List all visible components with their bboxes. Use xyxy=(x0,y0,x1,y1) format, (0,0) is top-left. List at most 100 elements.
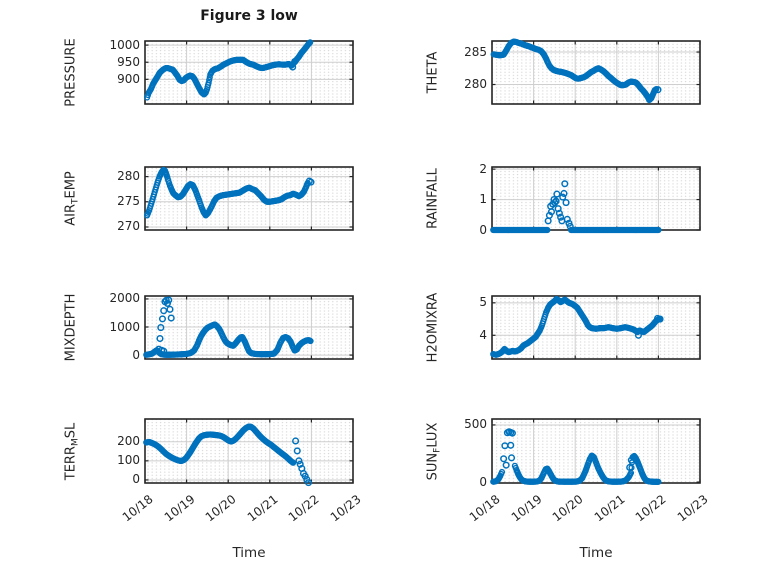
y-axis-label-part: H2OMIXRA xyxy=(425,292,441,363)
data-point xyxy=(566,222,574,230)
y-tick-label-air_temp: 275 xyxy=(117,194,140,209)
data-point xyxy=(553,190,561,198)
y-tick-label-air_temp: 280 xyxy=(117,169,140,184)
y-tick-label-mixdepth: 0 xyxy=(132,347,140,362)
data-point xyxy=(654,86,662,94)
y-tick-label-mixdepth: 1000 xyxy=(109,319,140,334)
y-tick-label-air_temp: 270 xyxy=(117,219,140,234)
data-point xyxy=(158,315,167,323)
data-point xyxy=(563,215,571,223)
data-point xyxy=(627,456,635,464)
data-point xyxy=(163,299,172,307)
y-tick-label-rainfall: 2 xyxy=(479,161,487,176)
data-point xyxy=(295,457,303,465)
y-axis-label-part: M xyxy=(70,437,81,446)
axes-box-theta xyxy=(491,40,701,105)
y-axis-label-rainfall: RAINFALL xyxy=(426,124,443,274)
y-axis-label-part: LUX xyxy=(425,422,441,448)
axes-box-h2omixra xyxy=(491,295,701,360)
data-point xyxy=(502,461,510,469)
data-point xyxy=(552,197,560,205)
y-tick-label-h2omixra: 5 xyxy=(479,295,487,310)
data-point xyxy=(160,307,168,315)
data-point xyxy=(292,437,300,445)
y-axis-label-part: AIR xyxy=(63,204,79,226)
y-tick-label-mixdepth: 2000 xyxy=(109,291,140,306)
data-point xyxy=(165,296,173,304)
y-tick-label-pressure: 950 xyxy=(117,54,140,69)
data-point xyxy=(656,315,664,323)
y-axis-label-sun_flux: SUNFLUX xyxy=(426,376,443,526)
data-point xyxy=(157,324,165,332)
y-tick-label-sun_flux: 0 xyxy=(479,474,487,489)
y-tick-label-pressure: 900 xyxy=(117,71,140,86)
data-point xyxy=(167,314,175,322)
data-marker xyxy=(307,337,314,345)
data-point xyxy=(160,347,168,355)
data-point xyxy=(156,334,164,343)
data-point xyxy=(557,213,565,221)
data-point xyxy=(561,180,569,188)
data-point xyxy=(626,463,634,472)
y-axis-label-part: MIXDEPTH xyxy=(63,293,79,362)
axes-box-terr_msl xyxy=(144,418,354,484)
y-tick-label-rainfall: 0 xyxy=(479,222,487,237)
y-tick-label-theta: 280 xyxy=(464,77,487,91)
data-marker xyxy=(206,76,213,84)
axes-box-pressure xyxy=(144,40,354,105)
data-point xyxy=(551,199,559,207)
y-axis-label-part: EMP xyxy=(63,171,79,199)
minor-grid-pressure xyxy=(145,41,353,104)
y-axis-label-part: SUN xyxy=(425,452,441,480)
y-axis-label-part: PRESSURE xyxy=(63,38,79,107)
data-marker xyxy=(307,39,314,46)
axes-box-air_temp xyxy=(144,166,354,231)
y-axis-label-part: SL xyxy=(63,422,79,438)
data-marker xyxy=(205,79,212,86)
data-point xyxy=(508,454,516,462)
data-point xyxy=(507,441,515,449)
data-marker xyxy=(544,226,551,234)
figure-title: Figure 3 low xyxy=(200,8,298,24)
y-tick-label-theta: 285 xyxy=(464,44,487,59)
y-tick-label-terr_msl: 200 xyxy=(117,434,140,449)
data-point xyxy=(560,189,568,198)
y-axis-label-part: F xyxy=(432,447,443,453)
y-axis-label-part: T xyxy=(70,198,81,205)
data-point xyxy=(562,199,570,207)
data-point xyxy=(634,331,642,339)
data-point xyxy=(301,472,309,480)
data-point xyxy=(559,193,567,201)
data-marker xyxy=(498,468,506,476)
data-point xyxy=(555,209,563,217)
data-point xyxy=(166,305,174,313)
data-point xyxy=(291,57,299,66)
data-point xyxy=(500,455,508,463)
minor-grid-rainfall xyxy=(492,167,700,230)
y-axis-label-air_temp: AIRTEMP xyxy=(64,124,81,274)
data-point xyxy=(547,208,556,216)
y-axis-label-part: THETA xyxy=(425,51,441,94)
data-point xyxy=(307,178,315,186)
y-tick-label-terr_msl: 100 xyxy=(117,453,140,468)
data-point xyxy=(304,479,313,487)
y-tick-label-h2omixra: 4 xyxy=(479,327,487,342)
y-axis-label-part: RAINFALL xyxy=(425,168,441,229)
y-tick-label-terr_msl: 0 xyxy=(132,472,140,487)
y-axis-label-part: TERR xyxy=(63,445,79,480)
x-axis-label-left: Time xyxy=(232,545,266,561)
data-point xyxy=(508,429,516,437)
minor-grid-sun_flux xyxy=(492,419,700,483)
y-tick-label-pressure: 1000 xyxy=(109,37,140,52)
y-tick-label-sun_flux: 500 xyxy=(464,417,487,432)
data-marker xyxy=(289,459,297,466)
x-axis-label-right: Time xyxy=(579,545,613,561)
data-point xyxy=(293,447,301,455)
y-tick-label-rainfall: 1 xyxy=(479,192,487,207)
y-axis-label-terr_msl: TERRMSL xyxy=(64,376,81,526)
axes-box-sun_flux xyxy=(491,418,701,484)
data-marker xyxy=(655,226,662,234)
data-marker xyxy=(655,478,662,485)
